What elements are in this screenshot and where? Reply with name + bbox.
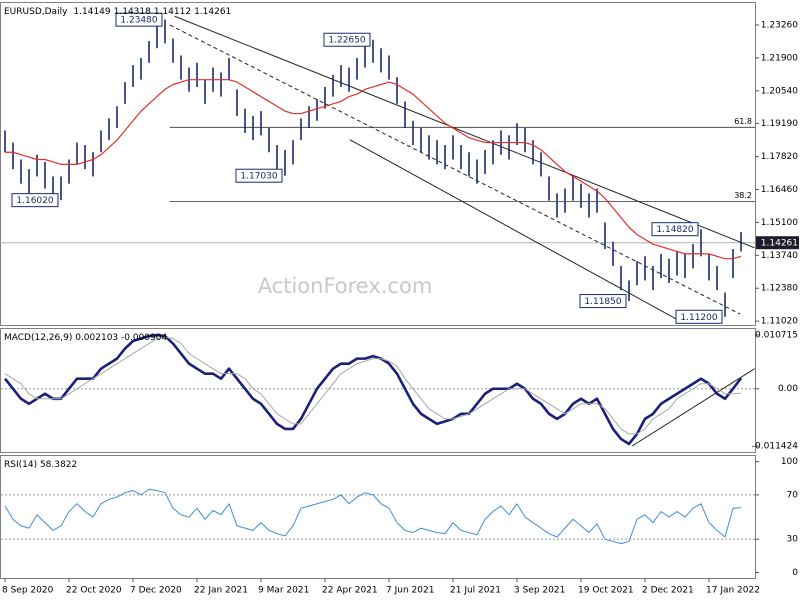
y-tick-label: 1.15100 <box>761 218 798 228</box>
panel-title: MACD(12,26,9) 0.002103 -0.000904 <box>4 333 167 343</box>
price-annotation: 1.16020 <box>16 196 53 206</box>
y-tick-label: 1.21900 <box>761 53 798 63</box>
price-annotation: 1.23480 <box>120 16 157 26</box>
panel-frame <box>0 328 756 453</box>
price-annotation-box <box>235 168 283 183</box>
x-tick-label: 17 Jan 2022 <box>706 586 760 596</box>
price-annotation: 1.17030 <box>240 172 277 182</box>
price-annotation-box <box>323 32 371 47</box>
y-tick-label: 0.00 <box>778 384 798 394</box>
x-tick-label: 22 Oct 2020 <box>66 586 122 596</box>
panel-title-text: RSI(14) 58.3822 <box>4 460 77 470</box>
panel-title-text: MACD(12,26,9) 0.002103 -0.000904 <box>4 333 167 343</box>
y-tick-label: 1.20540 <box>761 86 798 96</box>
price-annotation: 1.14820 <box>656 225 693 235</box>
price-annotation-box <box>675 309 723 324</box>
x-tick-label: 7 Dec 2020 <box>130 586 182 596</box>
y-tick-label: 0 <box>792 568 798 578</box>
panel-title-text: EURUSD,Daily <box>4 7 68 17</box>
panel-title: RSI(14) 58.3822 <box>4 460 77 470</box>
x-tick-label: 22 Apr 2021 <box>322 586 378 596</box>
last-price-box <box>756 236 799 250</box>
moving-average <box>5 79 742 260</box>
indicator-line <box>4 488 742 545</box>
y-tick-label: 30 <box>787 535 799 545</box>
y-tick-label: -0.011424 <box>752 442 798 452</box>
panel-frame <box>0 455 756 579</box>
trend-line <box>631 368 755 447</box>
y-tick-label: 100 <box>781 457 798 467</box>
ohlc-value: 1.14318 <box>114 7 151 17</box>
price-annotation: 1.11850 <box>584 297 621 307</box>
fib-label: 61.8 <box>734 117 752 126</box>
x-tick-label: 9 Mar 2021 <box>258 586 309 596</box>
ohlc-value: 1.14149 <box>73 7 110 17</box>
last-price-label: 1.14261 <box>761 239 798 249</box>
price-annotation-box <box>579 294 627 309</box>
y-tick-label: 1.11020 <box>761 317 798 327</box>
price-annotation-box <box>651 222 699 237</box>
indicator-line <box>3 333 743 446</box>
x-tick-label: 22 Jan 2021 <box>194 586 248 596</box>
y-tick-label: 1.12380 <box>761 284 798 294</box>
x-tick-label: 3 Sep 2021 <box>514 586 565 596</box>
fib-label: 38.2 <box>734 191 752 200</box>
x-tick-label: 7 Jun 2021 <box>386 586 434 596</box>
y-tick-label: 0.010715 <box>755 330 798 340</box>
indicator-line <box>4 337 742 435</box>
y-tick-label: 1.13740 <box>761 251 798 261</box>
panel-title: EURUSD,Daily 1.14149 1.14318 1.14112 1.14261 <box>4 7 231 17</box>
y-tick-label: 1.16460 <box>761 185 798 195</box>
trend-line <box>174 15 755 249</box>
price-annotation-box <box>11 193 59 208</box>
price-annotation-box <box>115 12 163 27</box>
ohlc-value: 1.14112 <box>154 7 191 17</box>
x-tick-label: 2 Dec 2021 <box>642 586 694 596</box>
y-tick-label: 1.17820 <box>761 152 798 162</box>
ohlc-value: 1.14261 <box>194 7 231 17</box>
y-tick-label: 1.23260 <box>761 20 798 30</box>
x-tick-label: 8 Sep 2020 <box>2 586 54 596</box>
y-tick-label: 70 <box>787 490 799 500</box>
price-annotation: 1.22650 <box>328 36 365 46</box>
panel-frame <box>0 2 756 326</box>
x-tick-label: 21 Jul 2021 <box>450 586 501 596</box>
x-tick-label: 19 Oct 2021 <box>578 586 634 596</box>
watermark: ActionForex.com <box>258 274 433 298</box>
price-annotation: 1.11200 <box>680 313 717 323</box>
trend-line <box>349 139 681 322</box>
y-tick-label: 1.19190 <box>761 119 798 129</box>
